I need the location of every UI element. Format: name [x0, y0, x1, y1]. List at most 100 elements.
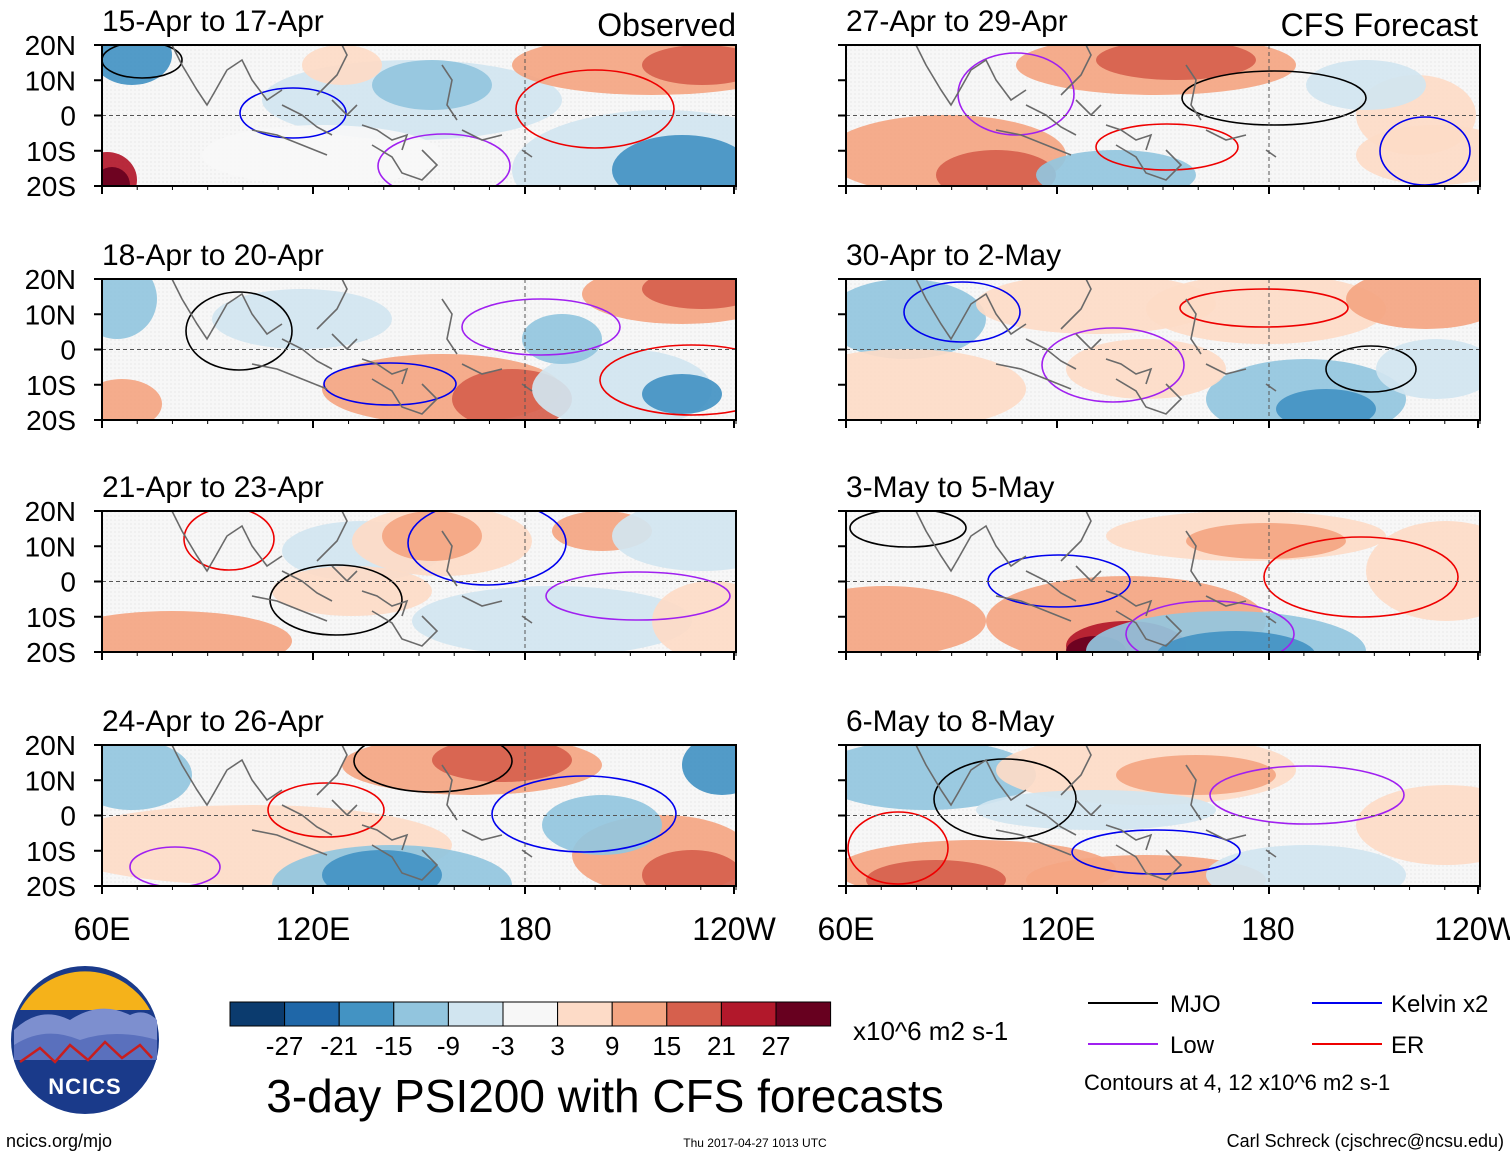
- anomaly-shading: [382, 511, 482, 561]
- colorbar-swatch: [338, 1001, 395, 1027]
- anomaly-shading: [846, 586, 986, 652]
- contour-line: [377, 133, 511, 186]
- anomaly-shading: [212, 289, 392, 349]
- contour-line: [1181, 70, 1367, 126]
- source-link[interactable]: ncics.org/mjo: [6, 1131, 112, 1151]
- lon-tick-label: 120E: [276, 911, 351, 947]
- anomaly-shading: [1356, 125, 1480, 185]
- anomaly-shading: [432, 745, 572, 782]
- lon-tick-label: 60E: [818, 911, 875, 947]
- anomaly-shading: [1096, 45, 1256, 80]
- lat-tick-label: 10N: [25, 299, 76, 330]
- contour-line: [185, 291, 293, 371]
- panel-title: 18-Apr to 20-Apr: [102, 239, 324, 272]
- lat-tick-label: 20S: [26, 637, 76, 668]
- anomaly-shading: [1276, 389, 1376, 420]
- author-credit: Carl Schreck (cjschrec@ncsu.edu): [1227, 1131, 1504, 1151]
- anomaly-shading: [1157, 631, 1315, 652]
- anomaly-shading: [642, 850, 736, 886]
- anomaly-shading: [846, 745, 1036, 810]
- colorbar-tick-label: 3: [550, 1031, 564, 1061]
- anomaly-shading: [612, 135, 736, 186]
- lat-tick-label: 10N: [25, 65, 76, 96]
- panel-title: 30-Apr to 2-May: [846, 239, 1061, 272]
- lon-tick-label: 120W: [692, 911, 776, 947]
- contour-legend: MJO Kelvin x2 Low ER Contours at 4, 12 x…: [1084, 991, 1488, 1095]
- main-title: 3-day PSI200 with CFS forecasts: [266, 1070, 944, 1122]
- lat-tick-label: 10S: [26, 836, 76, 867]
- anomaly-shading: [1356, 785, 1480, 865]
- lat-tick-label: 20S: [26, 871, 76, 902]
- lat-tick-label: 10S: [26, 370, 76, 401]
- colorbar-swatch: [666, 1001, 722, 1027]
- map-panel: 27-Apr to 29-Apr: [838, 5, 1481, 194]
- anomaly-shading: [642, 45, 736, 85]
- colorbar-swatch: [502, 1001, 559, 1027]
- lat-tick-label: 20S: [26, 405, 76, 436]
- lon-tick-label: 60E: [74, 911, 131, 947]
- anomaly-shading: [102, 611, 292, 652]
- colorbar-swatch: [775, 1001, 832, 1027]
- anomaly-shading: [542, 795, 662, 855]
- panel-title: 27-Apr to 29-Apr: [846, 5, 1068, 38]
- contour-line: [129, 846, 221, 886]
- anomaly-shading: [1366, 521, 1480, 621]
- contour-line: [491, 775, 677, 853]
- anomaly-shading: [202, 125, 442, 185]
- contour-line: [1263, 536, 1459, 618]
- lon-tick-label: 180: [498, 911, 551, 947]
- contour-line: [1325, 345, 1417, 393]
- contour-line: [407, 511, 567, 586]
- colorbar-tick-label: 9: [605, 1031, 619, 1061]
- contour-line: [267, 782, 385, 838]
- anomaly-shading: [1206, 845, 1406, 886]
- anomaly-shading: [642, 279, 736, 309]
- contour-line: [353, 745, 513, 793]
- contour-line: [1071, 829, 1241, 875]
- anomaly-shading: [102, 279, 157, 339]
- anomaly-shading: [1306, 60, 1426, 110]
- contour-line: [903, 281, 1021, 343]
- colorbar-swatch: [611, 1001, 668, 1027]
- contour-line: [461, 298, 621, 356]
- lat-tick-label: 10N: [25, 531, 76, 562]
- anomaly-shading: [866, 860, 1006, 886]
- map-panel: 3-May to 5-May: [838, 471, 1481, 660]
- map-panel: 30-Apr to 2-May: [838, 239, 1481, 428]
- legend-label: MJO: [1170, 991, 1221, 1018]
- contour-line: [183, 511, 275, 571]
- observed-heading: Observed: [597, 7, 736, 43]
- colorbar-tick-label: 15: [652, 1031, 681, 1061]
- colorbar-swatch: [284, 1001, 340, 1027]
- panel-title: 21-Apr to 23-Apr: [102, 471, 324, 504]
- lat-tick-label: 20N: [25, 730, 76, 761]
- anomaly-shading: [682, 745, 736, 795]
- panel-title: 6-May to 8-May: [846, 705, 1054, 738]
- anomaly-shading: [412, 586, 692, 652]
- anomaly-shading: [642, 374, 722, 414]
- contour-line: [933, 758, 1077, 840]
- anomaly-shading: [1066, 339, 1226, 399]
- anomaly-shading: [612, 511, 736, 571]
- contour-line: [1179, 288, 1349, 328]
- lat-tick-label: 10S: [26, 136, 76, 167]
- contour-note: Contours at 4, 12 x10^6 m2 s-1: [1084, 1070, 1390, 1095]
- lat-tick-label: 10S: [26, 602, 76, 633]
- anomaly-shading: [1116, 755, 1276, 795]
- anomaly-shading: [1026, 855, 1266, 886]
- colorbar-units: x10^6 m2 s-1: [853, 1016, 1008, 1046]
- lat-tick-label: 20N: [25, 264, 76, 295]
- contour-line: [1125, 600, 1295, 652]
- forecast-heading: CFS Forecast: [1281, 7, 1478, 43]
- colorbar-tick-label: -21: [320, 1031, 358, 1061]
- anomaly-shading: [372, 60, 492, 110]
- lat-tick-label: 0: [60, 335, 76, 366]
- colorbar-swatch: [393, 1001, 449, 1027]
- lat-tick-label: 10N: [25, 765, 76, 796]
- map-panel: 6-May to 8-May: [838, 705, 1481, 894]
- anomaly-shading: [102, 745, 192, 810]
- map-panel: 24-Apr to 26-Apr 20N 10N 0 10S 20S: [25, 705, 737, 902]
- map-panel: 15-Apr to 17-Apr 20N 10N 0 10S 20S: [25, 5, 737, 202]
- lat-tick-label: 20N: [25, 30, 76, 61]
